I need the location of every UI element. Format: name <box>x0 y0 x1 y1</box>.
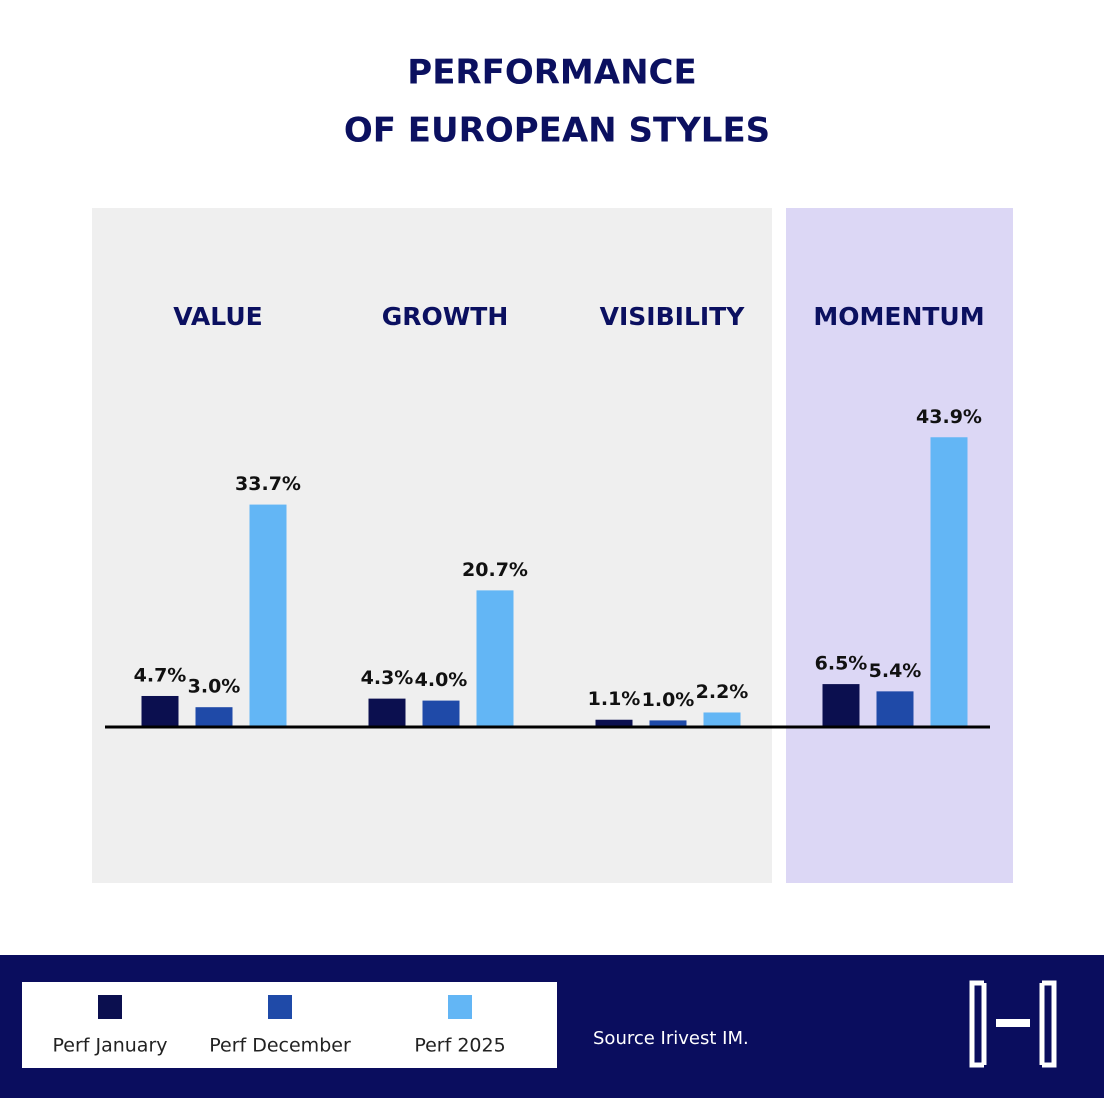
legend-swatch <box>98 995 122 1019</box>
bar <box>368 698 406 727</box>
value-label: 5.4% <box>869 660 922 682</box>
value-label: 6.5% <box>815 653 868 675</box>
category-label: GROWTH <box>382 302 509 331</box>
value-label: 43.9% <box>916 406 982 428</box>
bar <box>649 720 687 727</box>
value-label: 20.7% <box>462 559 528 581</box>
category-label: MOMENTUM <box>813 302 984 331</box>
chart-title: OF EUROPEAN STYLES <box>344 111 770 151</box>
bar <box>476 590 514 727</box>
value-label: 2.2% <box>696 681 749 703</box>
panel <box>92 208 772 883</box>
bar <box>703 712 741 727</box>
highlight-panel <box>786 208 1013 883</box>
value-label: 1.0% <box>642 689 695 711</box>
source: Source Irivest IM. <box>593 1028 749 1049</box>
legend-swatch <box>268 995 292 1019</box>
legend-swatch <box>448 995 472 1019</box>
category-label: VALUE <box>173 302 262 331</box>
legend-label: Perf January <box>52 1035 167 1057</box>
legend-label: Perf December <box>209 1035 351 1057</box>
value-label: 4.0% <box>415 669 468 691</box>
value-label: 4.7% <box>134 664 187 686</box>
bar <box>822 684 860 727</box>
bar <box>876 691 914 727</box>
bar <box>249 504 287 727</box>
bar <box>930 437 968 727</box>
logo <box>969 980 1057 1068</box>
chart-title: PERFORMANCE <box>407 53 696 93</box>
value-label: 33.7% <box>235 473 301 495</box>
value-label: 4.3% <box>361 667 414 689</box>
bar <box>422 700 460 727</box>
category-label: VISIBILITY <box>600 302 746 331</box>
logo-bar <box>996 1019 1030 1027</box>
value-label: 3.0% <box>188 676 241 698</box>
legend-label: Perf 2025 <box>414 1035 505 1057</box>
bar <box>595 719 633 727</box>
bar <box>195 707 233 727</box>
bar <box>141 695 179 727</box>
value-label: 1.1% <box>588 688 641 710</box>
